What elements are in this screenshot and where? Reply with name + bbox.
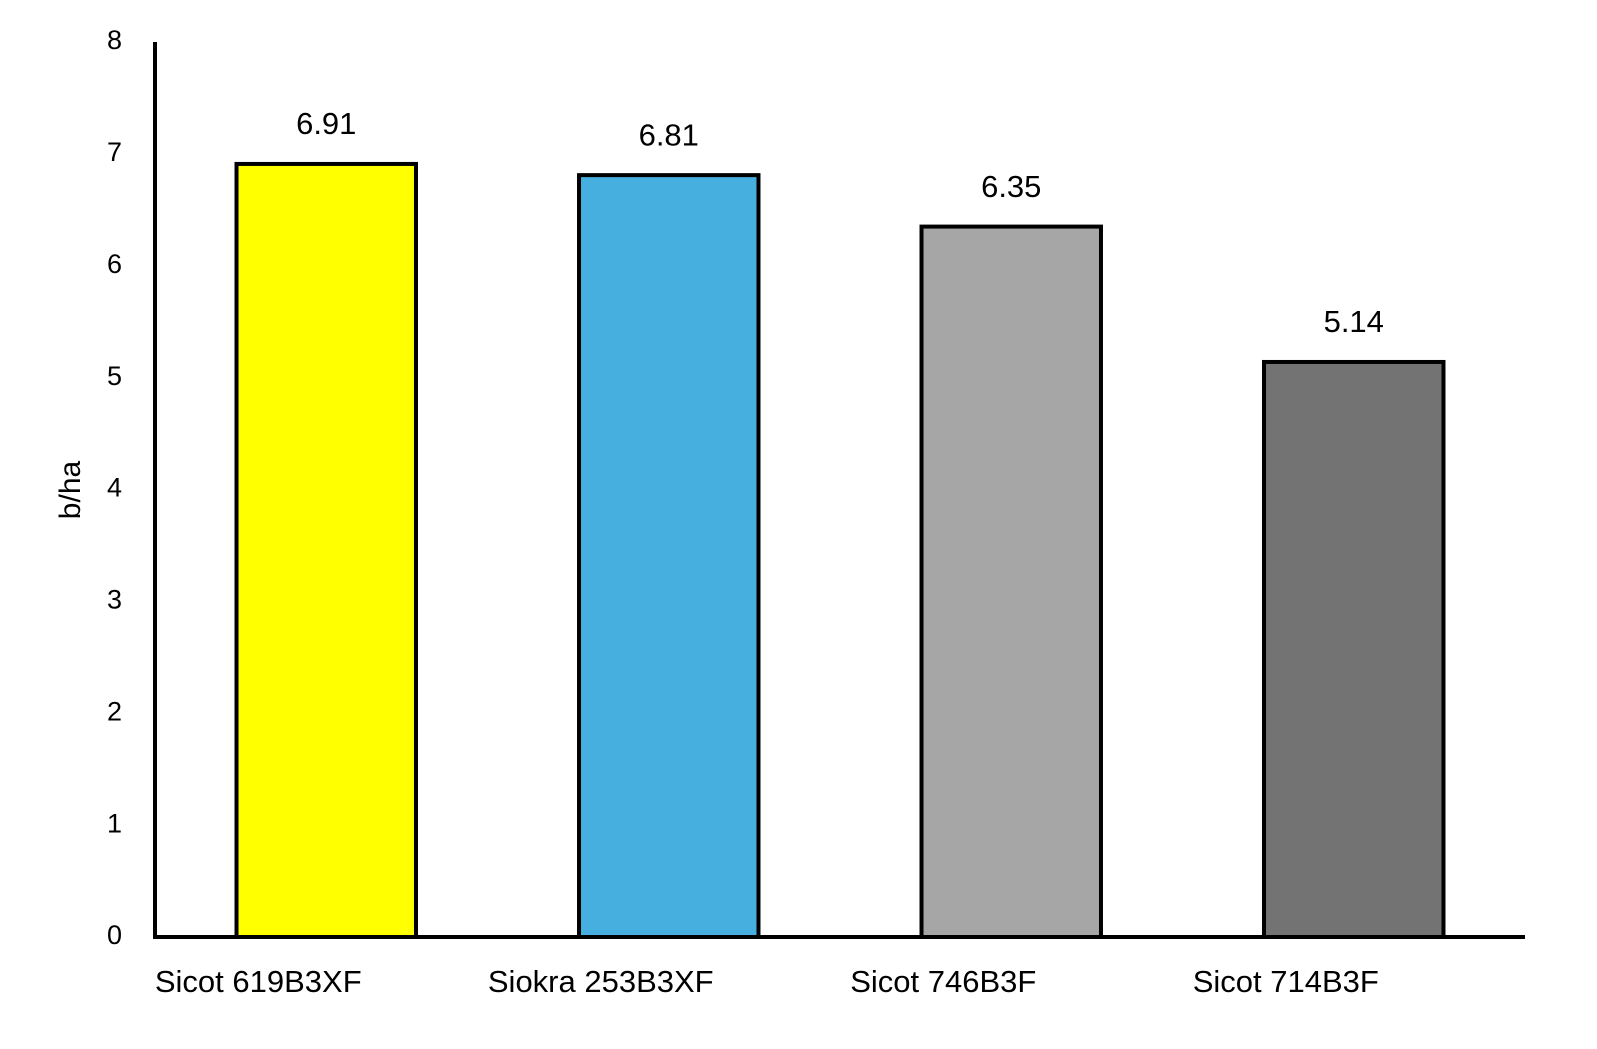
x-tick-label: Sicot 619B3XF — [155, 964, 362, 999]
y-tick-label: 0 — [107, 920, 122, 950]
x-tick-label: Sicot 714B3F — [1193, 964, 1379, 999]
y-tick-label: 5 — [107, 361, 122, 391]
y-tick-label: 6 — [107, 249, 122, 279]
bar — [234, 161, 418, 940]
value-label: 6.35 — [981, 169, 1041, 204]
y-axis-title: b/ha — [54, 460, 87, 519]
x-tick-label: Siokra 253B3XF — [488, 964, 714, 999]
y-tick-label: 7 — [107, 137, 122, 167]
value-label: 6.91 — [296, 106, 356, 141]
value-label: 5.14 — [1324, 304, 1384, 339]
bar — [1262, 359, 1446, 939]
bar — [919, 224, 1103, 939]
y-tick-label: 1 — [107, 808, 122, 838]
bar — [577, 173, 761, 940]
y-tick-label: 2 — [107, 696, 122, 726]
y-tick-label: 4 — [107, 473, 122, 503]
y-tick-label: 3 — [107, 585, 122, 615]
x-tick-label: Sicot 746B3F — [850, 964, 1036, 999]
y-tick-label: 8 — [107, 25, 122, 55]
value-label: 6.81 — [639, 117, 699, 152]
